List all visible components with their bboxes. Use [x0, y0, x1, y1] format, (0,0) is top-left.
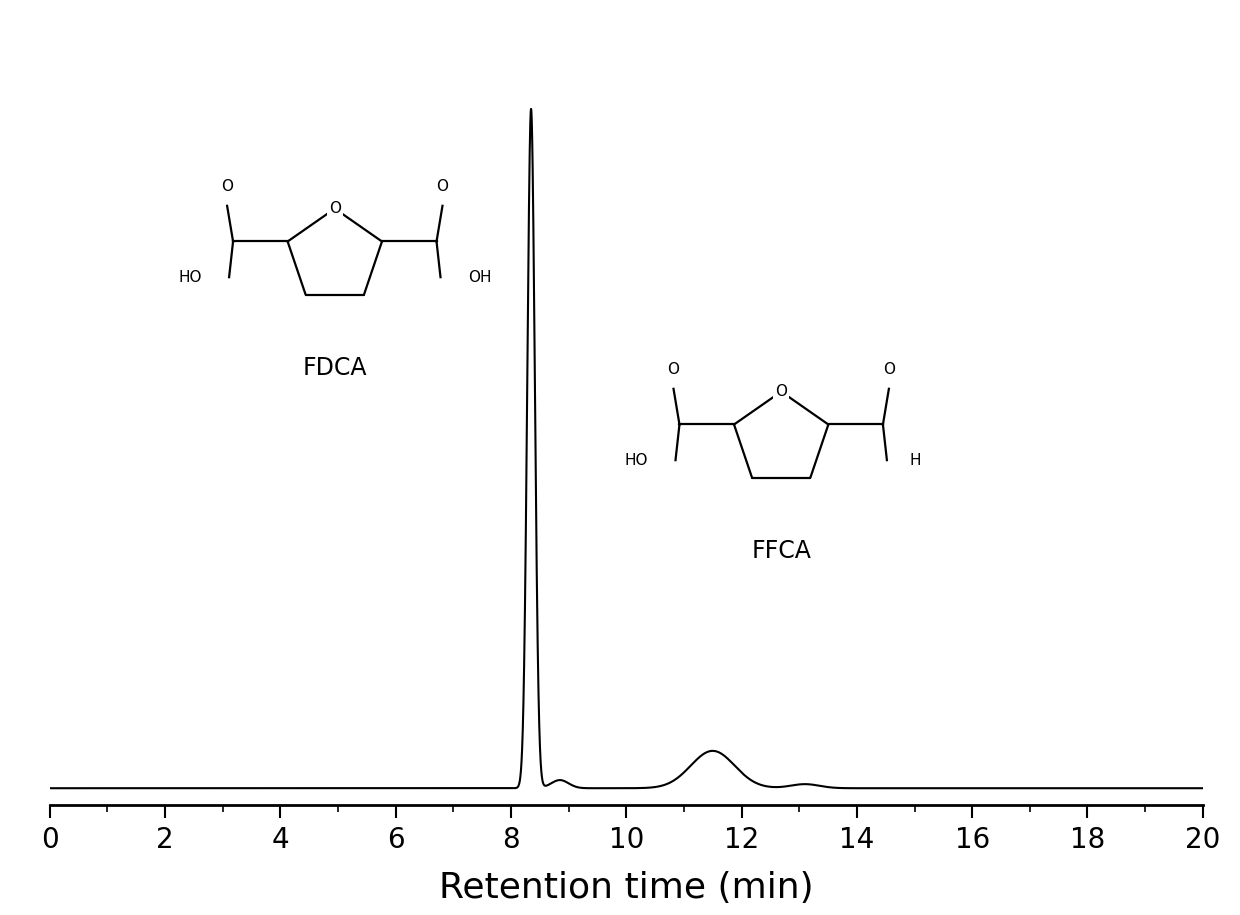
- Text: O: O: [883, 362, 895, 377]
- Text: FDCA: FDCA: [303, 356, 367, 380]
- X-axis label: Retention time (min): Retention time (min): [439, 871, 813, 905]
- Text: O: O: [436, 179, 449, 194]
- Text: FFCA: FFCA: [751, 539, 811, 563]
- Text: H: H: [909, 453, 921, 468]
- Text: O: O: [667, 362, 680, 377]
- Text: O: O: [775, 384, 787, 399]
- Text: HO: HO: [625, 453, 649, 468]
- Text: OH: OH: [467, 270, 491, 285]
- Text: O: O: [221, 179, 233, 194]
- Text: HO: HO: [179, 270, 202, 285]
- Text: O: O: [329, 201, 341, 216]
